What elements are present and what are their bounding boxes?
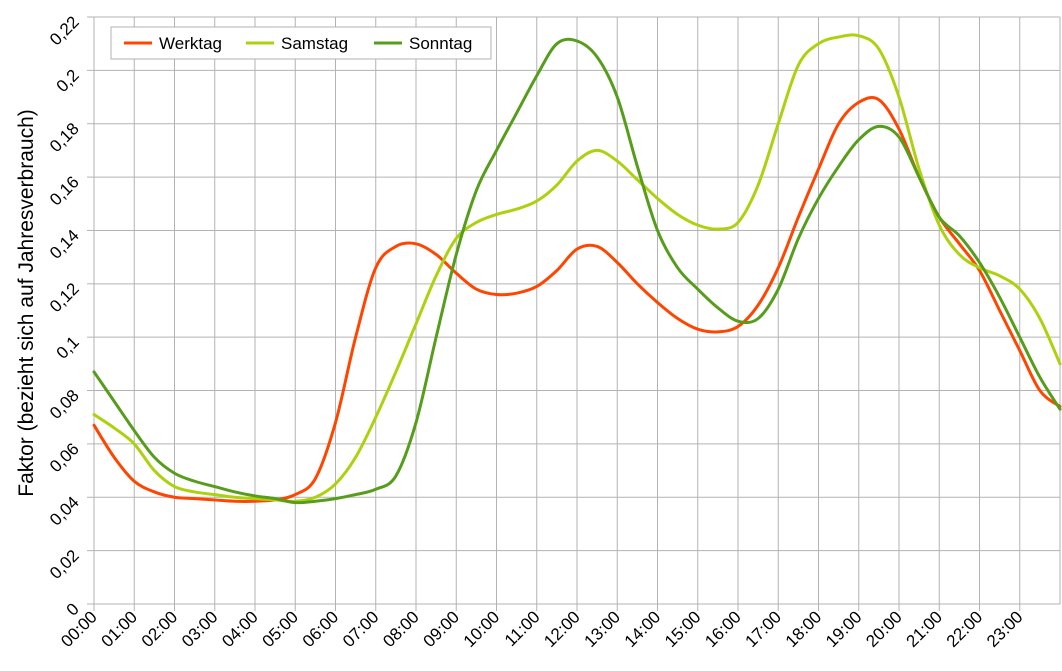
y-axis-label: Faktor (bezieht sich auf Jahresverbrauch… xyxy=(15,109,38,497)
series-line-werktag xyxy=(92,96,1062,503)
x-tick-label: 07:00 xyxy=(339,607,383,651)
x-tick-label: 17:00 xyxy=(742,607,786,651)
x-tick-label: 16:00 xyxy=(701,607,745,651)
y-tick-label: 0,08 xyxy=(46,386,83,423)
x-tick-label: 13:00 xyxy=(581,607,625,651)
y-tick-label: 0,18 xyxy=(46,119,83,156)
axes xyxy=(87,16,1060,611)
y-tick-label: 0,14 xyxy=(46,226,83,263)
y-tick-label: 0,1 xyxy=(53,333,83,363)
x-tick-label: 10:00 xyxy=(460,607,504,651)
series-line-sonntag xyxy=(92,37,1062,505)
x-tick-label: 12:00 xyxy=(540,607,584,651)
x-tick-label: 05:00 xyxy=(259,607,303,651)
x-tick-label: 04:00 xyxy=(218,607,262,651)
series-line-samstag xyxy=(92,33,1062,503)
x-tick-label: 18:00 xyxy=(782,607,826,651)
x-tick-label: 09:00 xyxy=(420,607,464,651)
y-tick-label: 0,16 xyxy=(46,172,83,209)
y-tick-label: 0,02 xyxy=(46,546,83,583)
y-tick-label: 0,2 xyxy=(53,66,83,96)
x-tick-label: 02:00 xyxy=(138,607,182,651)
x-tick-label: 15:00 xyxy=(661,607,705,651)
x-tick-labels: 00:0001:0002:0003:0004:0005:0006:0007:00… xyxy=(57,607,1026,651)
x-tick-label: 06:00 xyxy=(299,607,343,651)
y-tick-label: 0,06 xyxy=(46,439,83,476)
legend-label-samstag: Samstag xyxy=(281,34,348,53)
legend: Werktag Samstag Sonntag xyxy=(110,26,492,60)
x-tick-label: 19:00 xyxy=(822,607,866,651)
legend-box xyxy=(110,26,492,60)
y-tick-labels: 00,020,040,060,080,10,120,140,160,180,20… xyxy=(46,12,83,619)
x-tick-label: 21:00 xyxy=(903,607,947,651)
x-tick-label: 14:00 xyxy=(621,607,665,651)
legend-label-sonntag: Sonntag xyxy=(409,34,472,53)
x-tick-label: 20:00 xyxy=(862,607,906,651)
x-tick-label: 11:00 xyxy=(501,607,544,650)
x-tick-label: 08:00 xyxy=(379,607,423,651)
legend-label-werktag: Werktag xyxy=(159,34,222,53)
x-tick-label: 22:00 xyxy=(943,607,987,651)
y-tick-label: 0,22 xyxy=(46,12,83,49)
series-lines xyxy=(92,33,1062,505)
x-tick-label: 03:00 xyxy=(178,607,222,651)
grid xyxy=(93,16,1061,605)
x-tick-label: 23:00 xyxy=(983,607,1027,651)
y-tick-label: 0,12 xyxy=(46,279,83,316)
x-tick-label: 01:00 xyxy=(98,607,142,651)
y-tick-label: 0,04 xyxy=(46,493,83,530)
